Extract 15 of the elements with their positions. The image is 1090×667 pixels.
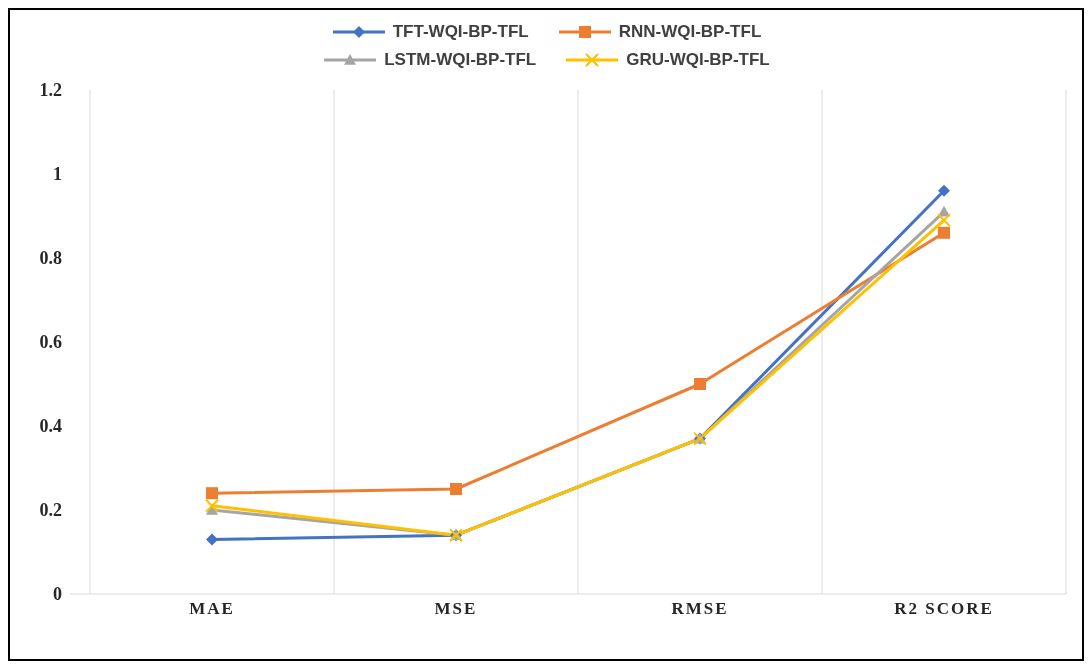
y-tick-label: 0 [53, 584, 62, 605]
x-tick-label: MAE [189, 599, 235, 619]
y-tick-label: 1.2 [39, 80, 62, 101]
y-tick-label: 1 [53, 164, 62, 185]
x-tick-label: R2 SCORE [894, 599, 994, 619]
y-tick-label: 0.8 [39, 248, 62, 269]
y-tick-label: 0.2 [39, 500, 62, 521]
legend-label: GRU-WQI-BP-TFL [626, 50, 770, 70]
x-tick-label: RMSE [671, 599, 729, 619]
y-tick-label: 0.4 [39, 416, 62, 437]
x-tick-label: MSE [434, 599, 478, 619]
y-tick-label: 0.6 [39, 332, 62, 353]
legend-label: TFT-WQI-BP-TFL [392, 22, 529, 42]
legend-label: RNN-WQI-BP-TFL [618, 22, 762, 42]
legend-label: LSTM-WQI-BP-TFL [384, 50, 537, 70]
